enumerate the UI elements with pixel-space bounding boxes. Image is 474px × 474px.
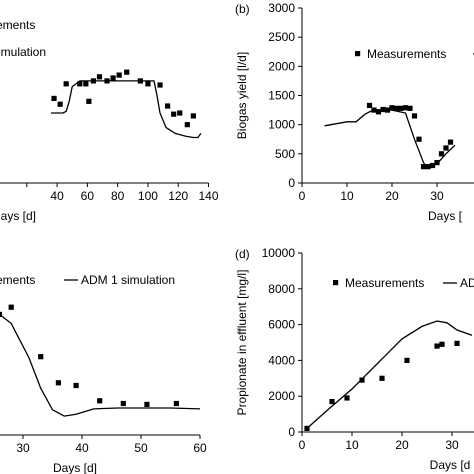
y-tick-label: 8000	[268, 282, 295, 296]
measurement-point	[171, 112, 176, 117]
measurement-point	[367, 103, 372, 108]
measurement-point	[145, 81, 150, 86]
x-tick-label: 10	[340, 189, 354, 203]
x-tick-label: 80	[111, 189, 125, 203]
measurement-point	[9, 305, 14, 310]
measurement-point	[144, 402, 149, 407]
x-axis-title: Days [	[428, 209, 463, 223]
legend-label: Measurements	[367, 47, 446, 61]
x-axis-title: Days [d	[430, 458, 471, 472]
x-tick-label: 30	[430, 189, 444, 203]
measurement-point	[403, 105, 408, 110]
measurement-point	[86, 99, 91, 104]
measurement-point	[111, 75, 116, 80]
measurement-point	[454, 341, 459, 346]
measurement-point	[443, 145, 448, 150]
measurement-point	[344, 395, 349, 400]
x-axis-title: Days [d]	[0, 209, 36, 223]
legend-marker-measurements	[355, 51, 360, 56]
measurement-point	[97, 398, 102, 403]
x-tick-label: 0	[299, 189, 306, 203]
y-tick-label: 1000	[268, 118, 295, 132]
x-tick-label: 30	[445, 438, 459, 452]
measurement-point	[398, 106, 403, 111]
measurement-point	[121, 401, 126, 406]
measurement-point	[51, 96, 56, 101]
measurement-point	[416, 137, 421, 142]
measurement-point	[185, 122, 190, 127]
measurement-point	[439, 342, 444, 347]
legend-label: AD	[460, 276, 474, 290]
y-tick-label: 10000	[262, 246, 296, 260]
measurement-point	[379, 376, 384, 381]
measurement-point	[404, 358, 409, 363]
x-tick-label: 60	[81, 189, 95, 203]
measurement-point	[74, 383, 79, 388]
y-tick-label: 3000	[268, 1, 295, 15]
measurement-point	[165, 103, 170, 108]
measurement-point	[407, 106, 412, 111]
measurement-point	[412, 113, 417, 118]
measurement-point	[38, 354, 43, 359]
measurement-point	[97, 74, 102, 79]
measurement-point	[56, 380, 61, 385]
measurement-point	[157, 82, 162, 87]
x-axis-title: Days [d]	[53, 461, 97, 474]
measurement-point	[83, 81, 88, 86]
measurement-point	[58, 102, 63, 107]
measurement-point	[329, 399, 334, 404]
y-tick-label: 4000	[268, 353, 295, 367]
legend-label: rements	[0, 18, 35, 32]
x-tick-label: 100	[138, 189, 158, 203]
measurement-point	[177, 110, 182, 115]
y-tick-label: 1500	[268, 89, 295, 103]
measurement-point	[174, 401, 179, 406]
y-tick-label: 2000	[268, 389, 295, 403]
x-tick-label: 20	[385, 189, 399, 203]
y-tick-label: 0	[288, 176, 295, 190]
legend-label: simulation	[0, 45, 46, 59]
legend-label: rements	[0, 273, 35, 287]
x-tick-label: 140	[198, 189, 218, 203]
x-tick-label: 40	[50, 189, 64, 203]
y-tick-label: 2000	[268, 59, 295, 73]
legend-marker-measurements	[333, 280, 338, 285]
measurement-point	[124, 70, 129, 75]
y-tick-label: 6000	[268, 318, 295, 332]
panel-label: (d)	[235, 247, 250, 261]
x-tick-label: 30	[16, 441, 30, 455]
y-axis-title: Propionate in effluent [mg/l]	[235, 270, 249, 416]
legend-label: Measurements	[345, 276, 424, 290]
measurement-point	[439, 151, 444, 156]
x-tick-label: 10	[345, 438, 359, 452]
x-tick-label: 50	[134, 441, 148, 455]
x-tick-label: 60	[193, 441, 207, 455]
x-tick-label: 0	[299, 438, 306, 452]
measurement-point	[117, 72, 122, 77]
measurement-point	[434, 343, 439, 348]
legend-label: ADM 1 simulation	[81, 273, 175, 287]
measurement-point	[448, 140, 453, 145]
y-axis-title: Biogas yield [l/d]	[235, 52, 249, 139]
y-tick-label: 500	[275, 147, 295, 161]
measurement-point	[191, 113, 196, 118]
y-tick-label: 0	[288, 425, 295, 439]
y-tick-label: 2500	[268, 30, 295, 44]
panel-label: (b)	[235, 2, 250, 16]
x-tick-label: 40	[75, 441, 89, 455]
x-tick-label: 20	[395, 438, 409, 452]
measurement-point	[64, 81, 69, 86]
x-tick-label: 120	[168, 189, 188, 203]
